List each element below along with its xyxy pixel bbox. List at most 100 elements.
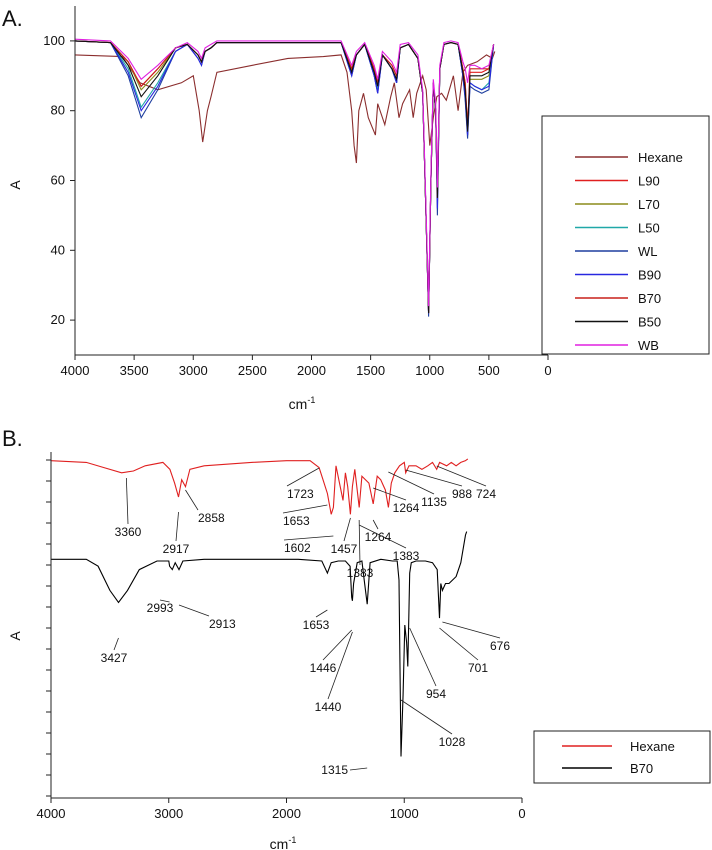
panel-a-x-axis-exponent: -1 xyxy=(307,395,315,405)
peak-leader-hexane-1264 xyxy=(373,487,407,501)
peak-leader-hexane-1723 xyxy=(286,467,320,487)
panel-b-x-ticks: 4000 3000 2000 1000 0 xyxy=(37,798,526,821)
peak-leader-hexane-1383 xyxy=(358,519,361,566)
legend-label-hexane: Hexane xyxy=(630,739,675,754)
panel-a-label: A. xyxy=(2,6,23,31)
legend-label-wb: WB xyxy=(638,338,659,353)
peak-label-b70-1028: 1028 xyxy=(439,735,466,749)
peak-leader-hexane-1135 xyxy=(388,471,435,495)
panel-a-plot xyxy=(74,38,496,317)
y-tick-label-20: 20 xyxy=(51,312,65,327)
peak-label-hexane-1264: 1264 xyxy=(365,530,392,544)
peak-leader-b70-2993 xyxy=(159,599,170,603)
peak-leader-hexane-1457 xyxy=(343,517,351,542)
peak-label-b70-954: 954 xyxy=(426,687,446,701)
x-tick-label-3000: 3000 xyxy=(179,363,208,378)
panel-a-x-axis-label: cm-1 xyxy=(289,395,316,412)
peak-leader-hexane-1602 xyxy=(283,535,334,541)
legend-label-hexane: Hexane xyxy=(638,150,683,165)
peak-leader-b70-954 xyxy=(409,627,437,687)
x-tick-label-2000: 2000 xyxy=(297,363,326,378)
peak-leader-b70-2913 xyxy=(178,604,210,617)
peak-leader-hexane-1383 xyxy=(358,524,407,549)
peak-leader-hexane-988 xyxy=(405,469,463,487)
panel-b-plot xyxy=(50,458,469,757)
peak-label-hexane-1383: 1383 xyxy=(347,566,374,580)
series-line-b50 xyxy=(74,40,495,314)
legend-label-wl: WL xyxy=(638,244,658,259)
panel-a-x-ticks: 4000 3500 3000 2500 2000 1500 1000 500 0 xyxy=(61,355,552,378)
x-tick-label-3500: 3500 xyxy=(120,363,149,378)
panel-b-x-axis-unit: cm xyxy=(270,836,289,850)
peak-label-hexane-724: 724 xyxy=(476,487,496,501)
series-line-hexane xyxy=(74,51,496,164)
legend-label-b70: B70 xyxy=(630,761,653,776)
legend-label-l50: L50 xyxy=(638,221,660,236)
peak-leader-b70-1653 xyxy=(315,609,328,618)
peak-leader-hexane-724 xyxy=(436,465,487,487)
y-tick-label-40: 40 xyxy=(51,242,65,257)
peak-label-hexane-988: 988 xyxy=(452,487,472,501)
peak-label-hexane-1264: 1264 xyxy=(393,501,420,515)
panel-a-y-axis-label: A xyxy=(7,180,23,190)
peak-label-b70-1315: 1315 xyxy=(321,763,348,777)
peak-label-hexane-1602: 1602 xyxy=(284,541,311,555)
x-tick-label-0: 0 xyxy=(518,806,525,821)
peak-leader-hexane-2917 xyxy=(175,511,179,542)
peak-leader-hexane-1264 xyxy=(372,519,379,530)
peak-label-b70-1446: 1446 xyxy=(310,661,337,675)
peak-leader-b70-1440 xyxy=(327,631,353,700)
x-tick-label-1500: 1500 xyxy=(356,363,385,378)
peak-label-hexane-1457: 1457 xyxy=(331,542,358,556)
panel-b-legend-box xyxy=(533,730,711,784)
peak-label-b70-701: 701 xyxy=(468,661,488,675)
peak-label-hexane-1135: 1135 xyxy=(421,495,447,509)
peak-leader-b70-1446 xyxy=(322,629,353,661)
peak-label-hexane-2858: 2858 xyxy=(198,511,225,525)
panel-b-x-axis-label: cm-1 xyxy=(270,835,297,850)
panel-b-legend: Hexane B70 xyxy=(533,730,711,784)
legend-label-l90: L90 xyxy=(638,174,660,189)
x-tick-label-1000: 1000 xyxy=(390,806,419,821)
legend-label-b90: B90 xyxy=(638,268,661,283)
peak-leader-b70-3427 xyxy=(113,637,119,651)
panel-b-label: B. xyxy=(2,426,23,451)
peak-label-b70-3427: 3427 xyxy=(101,651,128,665)
y-tick-label-100: 100 xyxy=(43,33,65,48)
panel-a-y-ticks: 20 40 60 80 100 xyxy=(43,33,75,327)
x-tick-label-2000: 2000 xyxy=(272,806,301,821)
series-line-wb xyxy=(74,38,495,307)
peak-label-b70-676: 676 xyxy=(490,639,510,653)
peak-leader-b70-1315 xyxy=(349,767,368,771)
x-tick-label-500: 500 xyxy=(478,363,500,378)
series-line-b70 xyxy=(51,531,468,757)
peak-label-b70-2913: 2913 xyxy=(209,617,236,631)
panel-a-legend: Hexane L90 L70 L50 WL B90 B70 B50 WB xyxy=(541,115,710,355)
peak-label-hexane-1653: 1653 xyxy=(283,514,310,528)
peak-label-b70-2993: 2993 xyxy=(147,601,174,615)
legend-label-b50: B50 xyxy=(638,315,661,330)
x-tick-label-4000: 4000 xyxy=(61,363,90,378)
peak-label-hexane-3360: 3360 xyxy=(115,525,142,539)
panel-b-y-ticks xyxy=(46,459,51,797)
x-tick-label-4000: 4000 xyxy=(37,806,66,821)
panel-a: A. 4000 3500 3000 2500 2000 1500 1000 500 0 20 40… xyxy=(2,6,710,412)
legend-label-l70: L70 xyxy=(638,197,660,212)
panel-b-x-axis-exponent: -1 xyxy=(288,835,296,845)
legend-label-b70: B70 xyxy=(638,291,661,306)
peak-label-b70-1440: 1440 xyxy=(315,700,342,714)
panel-a-legend-items: Hexane L90 L70 L50 WL B90 B70 B50 WB xyxy=(575,150,683,353)
peak-leader-hexane-3360 xyxy=(125,477,129,525)
x-tick-label-3000: 3000 xyxy=(154,806,183,821)
peak-leader-hexane-2858 xyxy=(185,489,199,511)
y-tick-label-80: 80 xyxy=(51,103,65,118)
panel-a-legend-box xyxy=(541,115,710,355)
peak-label-hexane-2917: 2917 xyxy=(163,542,190,556)
panel-b-legend-items: Hexane B70 xyxy=(562,739,675,776)
panel-b-y-axis-label: A xyxy=(7,631,23,641)
panel-a-x-axis-unit: cm xyxy=(289,396,308,412)
x-tick-label-2500: 2500 xyxy=(238,363,267,378)
